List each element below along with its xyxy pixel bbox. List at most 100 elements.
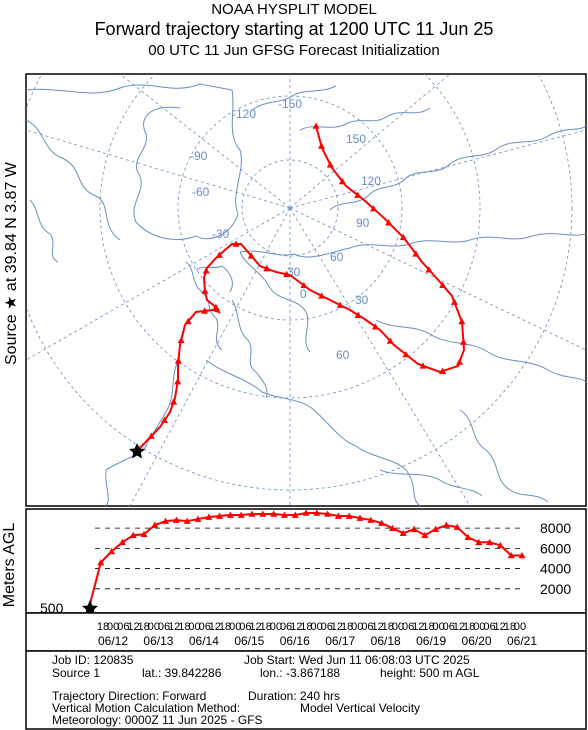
trajectory-marker <box>336 301 344 308</box>
time-tick-label: 00 <box>229 621 241 633</box>
source-id: Source 1 <box>52 666 101 680</box>
time-tick-label: 12 <box>168 621 180 633</box>
trajectory-marker <box>459 338 467 345</box>
date-label: 06/16 <box>280 634 310 648</box>
time-tick-label: 18 <box>422 621 434 633</box>
time-tick-label: 06 <box>402 621 414 633</box>
meteorology: Meteorology: 0000Z 11 Jun 2025 - GFS <box>52 713 263 727</box>
trajectory-marker <box>425 266 433 273</box>
height-marker <box>151 521 159 528</box>
meridian-label: 0 <box>300 287 307 301</box>
trajectory-marker <box>412 250 420 257</box>
height-chart: 2000 4000 6000 8000 500 <box>25 508 587 616</box>
time-tick-label: 06 <box>321 621 333 633</box>
height-tick-label: 6000 <box>540 540 571 556</box>
height-marker <box>237 511 245 518</box>
trajectory-marker <box>317 142 325 149</box>
height-marker <box>129 531 137 539</box>
trajectory-marker <box>326 161 334 168</box>
map-panel: -150 150 -120 120 -90 90 -60 60 -30 30 0… <box>25 73 587 507</box>
time-tick-label: 18 <box>138 621 150 633</box>
time-tick-label: 06 <box>239 621 251 633</box>
time-tick-label: 12 <box>290 621 302 633</box>
height-marker <box>345 512 353 519</box>
height-marker <box>432 525 440 532</box>
height-marker <box>453 523 461 530</box>
time-tick-label: 06 <box>483 621 495 633</box>
date-label: 06/17 <box>325 634 355 648</box>
graticule <box>26 74 586 506</box>
time-tick-label: 06 <box>361 621 373 633</box>
height-marker <box>464 533 472 541</box>
time-tick-label: 00 <box>270 621 282 633</box>
trajectory-marker <box>399 233 407 241</box>
date-label: 06/13 <box>143 634 173 648</box>
meridian-label: 30 <box>355 293 369 307</box>
trajectory-marker <box>338 177 346 185</box>
start-height-label: 500 <box>40 600 64 616</box>
trajectory-marker <box>458 317 466 325</box>
time-tick-label: 06 <box>158 621 170 633</box>
date-label: 06/14 <box>189 634 219 648</box>
time-tick-label: 00 <box>473 621 485 633</box>
height-marker <box>324 510 332 517</box>
height-marker <box>108 547 116 555</box>
time-tick-label: 12 <box>412 621 424 633</box>
trajectory-marker <box>385 219 393 226</box>
time-axis: 1800061218000612180006121800061218000612… <box>25 612 587 652</box>
height-marker <box>421 531 429 539</box>
height-marker <box>356 514 364 521</box>
height-marker <box>367 516 375 523</box>
height-marker <box>280 511 288 518</box>
height-marker <box>194 515 202 522</box>
trajectory-marker <box>201 287 209 294</box>
date-label: 06/20 <box>462 634 492 648</box>
time-tick-label: 18 <box>504 621 516 633</box>
time-tick-label: 06 <box>199 621 211 633</box>
time-tick-label: 18 <box>463 621 475 633</box>
time-tick-label: 00 <box>310 621 322 633</box>
meridian-label: 60 <box>336 348 350 362</box>
meridian-label: 150 <box>346 132 366 146</box>
height-marker <box>140 530 148 538</box>
job-id: Job ID: 120835 <box>52 653 134 667</box>
trajectory-marker <box>439 367 447 374</box>
source-height: height: 500 m AGL <box>380 666 480 680</box>
trajectory-marker <box>354 311 362 318</box>
trajectory-marker <box>419 362 427 369</box>
time-tick-label: 12 <box>249 621 261 633</box>
time-tick-label: 00 <box>433 621 445 633</box>
height-marker <box>291 511 299 518</box>
height-marker <box>302 509 310 516</box>
height-marker <box>507 551 515 559</box>
time-tick-label: 00 <box>148 621 160 633</box>
source-lon: lon.: -3.867188 <box>260 666 341 680</box>
meridian-label: -30 <box>212 227 230 241</box>
trajectory-marker <box>174 357 182 364</box>
trajectory <box>129 122 467 459</box>
time-tick-label: 18 <box>219 621 231 633</box>
meridian-label: -90 <box>190 149 208 163</box>
height-tick-label: 2000 <box>540 581 571 597</box>
source-star-icon <box>129 443 145 459</box>
height-marker <box>216 512 224 519</box>
height-chart-frame <box>25 508 587 614</box>
trajectory-direction: Trajectory Direction: Forward <box>52 689 207 703</box>
date-label: 06/18 <box>371 634 401 648</box>
trajectory-marker <box>402 350 410 358</box>
height-marker <box>475 538 483 546</box>
height-marker <box>378 519 386 526</box>
trajectory-marker <box>177 336 185 344</box>
height-marker <box>97 559 105 566</box>
time-tick-label: 06 <box>117 621 129 633</box>
time-tick-label: 00 <box>514 621 526 633</box>
trajectory-marker <box>300 281 308 289</box>
time-tick-label: 12 <box>494 621 506 633</box>
meridian-label: 90 <box>356 216 370 230</box>
time-tick-label: 18 <box>260 621 272 633</box>
vertical-method-value: Model Vertical Velocity <box>300 701 421 715</box>
time-tick-label: 00 <box>188 621 200 633</box>
trajectory-marker <box>147 432 155 439</box>
meridian-label: 120 <box>361 174 381 188</box>
height-marker <box>442 521 450 528</box>
